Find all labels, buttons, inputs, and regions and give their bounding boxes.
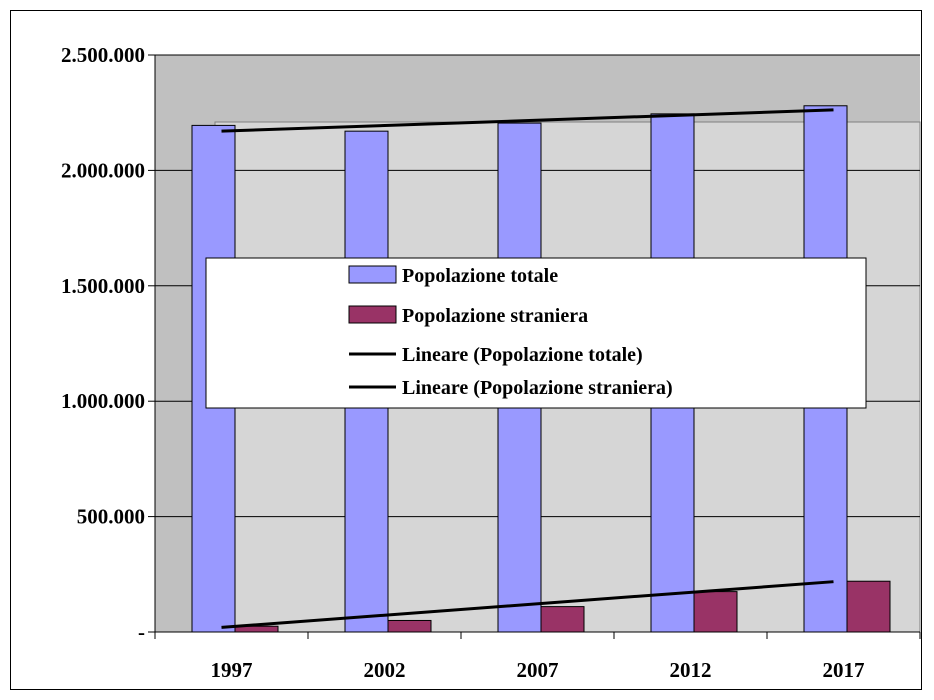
x-tick-label: 2007 (517, 658, 559, 682)
y-tick-label: 1.000.000 (61, 389, 145, 413)
bar-popolazione-straniera (846, 580, 891, 633)
legend: Popolazione totale Popolazione straniera… (205, 257, 867, 409)
trendlines (221, 108, 834, 629)
legend-label-trend-straniera: Lineare (Popolazione straniera) (402, 377, 673, 399)
y-tick-label: - (138, 620, 145, 644)
bar-popolazione-straniera (540, 606, 585, 633)
y-tick-label: 1.500.000 (61, 274, 145, 298)
x-tick-label: 2017 (823, 658, 865, 682)
legend-box (205, 257, 867, 409)
tick-labels: - 500.000 1.000.000 1.500.000 2.000.000 2.500… (61, 43, 865, 682)
trendline-popolazione-straniera (221, 580, 834, 629)
y-tick-label: 2.500.000 (61, 43, 145, 67)
y-tick-label: 500.000 (77, 505, 145, 529)
y-tick-label: 2.000.000 (61, 158, 145, 182)
trendline-popolazione-totale (221, 108, 834, 133)
legend-label-straniera: Popolazione straniera (402, 305, 588, 327)
legend-label-trend-totale: Lineare (Popolazione totale) (402, 344, 643, 366)
bar-popolazione-straniera (387, 619, 432, 633)
x-tick-label: 2002 (364, 658, 406, 682)
legend-swatch-straniera (348, 305, 397, 324)
x-tick-label: 1997 (211, 658, 253, 682)
legend-label-totale: Popolazione totale (402, 265, 558, 287)
x-tick-label: 2012 (670, 658, 712, 682)
bar-popolazione-straniera (693, 591, 738, 633)
legend-swatch-totale (348, 265, 397, 284)
